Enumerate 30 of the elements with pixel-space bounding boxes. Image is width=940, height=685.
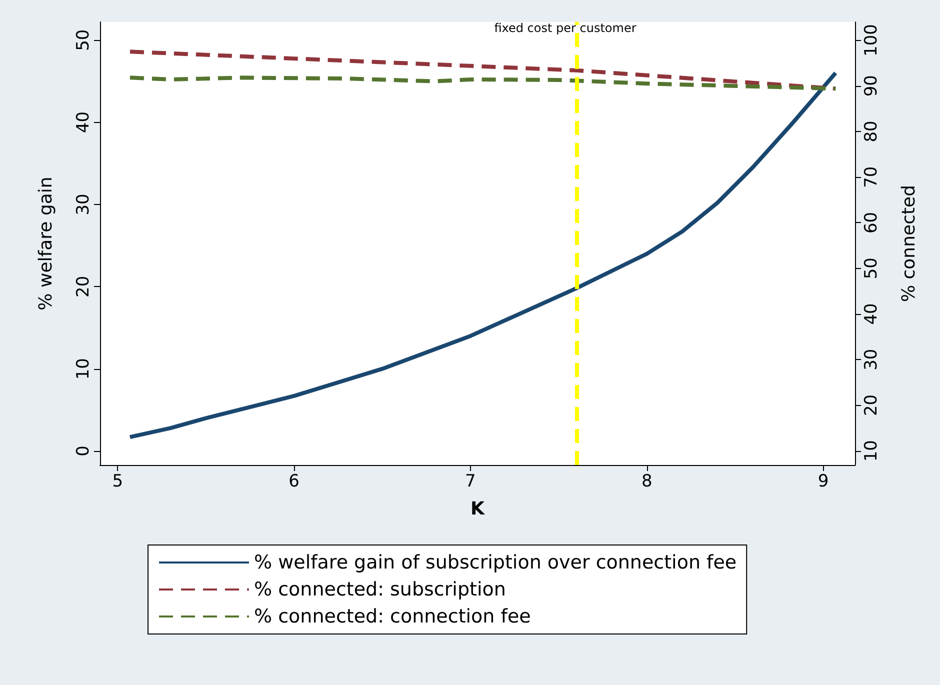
- legend-label: % connected: connection fee: [254, 606, 531, 628]
- x-tick-label: 7: [465, 472, 476, 492]
- legend-label: % welfare gain of subscription over connection fee: [254, 552, 737, 574]
- y2-tick-label: 90: [862, 75, 882, 97]
- y2-tick-label: 60: [862, 212, 882, 234]
- x-tick-label: 8: [641, 472, 652, 492]
- y2-tick-label: 20: [862, 394, 882, 416]
- y2-tick-label: 10: [862, 440, 882, 462]
- x-tick-label: 5: [112, 472, 124, 492]
- y2-axis-title: % connected: [898, 184, 920, 302]
- y-tick-label: 20: [74, 276, 94, 298]
- y2-tick-label: 50: [862, 258, 882, 280]
- ref-line-label: fixed cost per customer: [494, 21, 636, 35]
- x-tick-label: 6: [288, 472, 300, 492]
- y-axis-title: % welfare gain: [36, 176, 56, 310]
- y2-tick-label: 40: [862, 303, 882, 325]
- line-series: [128, 76, 838, 91]
- x-tick-label: 9: [818, 472, 829, 492]
- y-tick-label: 40: [74, 111, 94, 134]
- y2-tick-label: 80: [862, 120, 882, 142]
- y-tick-label: 50: [74, 29, 94, 51]
- y2-tick-label: 100: [862, 24, 882, 56]
- line-series: [128, 70, 838, 440]
- x-axis-title: K: [470, 498, 486, 520]
- legend-label: % connected: subscription: [254, 578, 506, 600]
- y-tick-label: 10: [74, 358, 94, 380]
- y2-tick-label: 70: [862, 166, 882, 188]
- y-tick-label: 30: [74, 194, 94, 216]
- y-tick-label: 0: [74, 446, 94, 456]
- y2-tick-label: 30: [862, 348, 882, 370]
